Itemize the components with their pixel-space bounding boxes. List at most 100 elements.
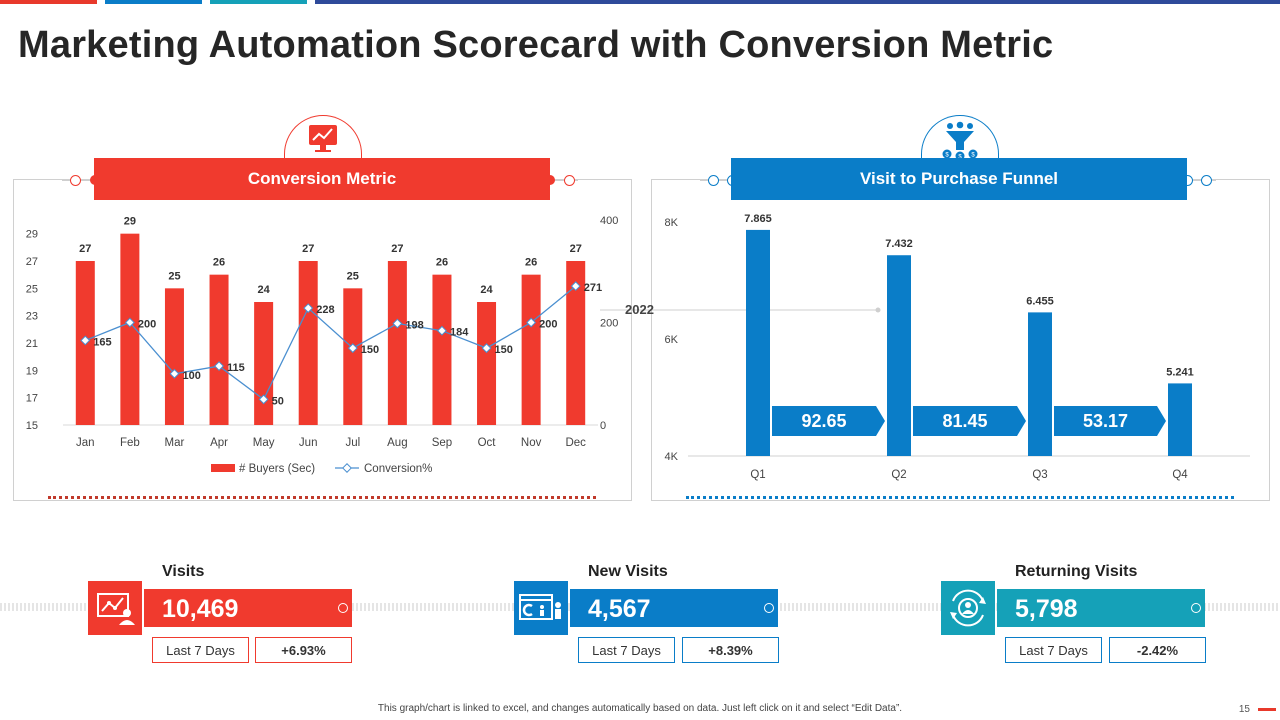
conversion-metric-header: Conversion Metric — [94, 158, 550, 200]
analytics-user-icon — [88, 581, 142, 635]
chart1-bar — [254, 302, 274, 425]
svg-text:$: $ — [945, 153, 949, 159]
chart1-line-point — [570, 281, 581, 292]
chart2-category-label: Q1 — [750, 469, 765, 481]
chart1-bar-label: 26 — [525, 257, 537, 269]
chart1-bar — [477, 302, 497, 425]
chart1-bar-label: 27 — [79, 243, 91, 255]
chart1-line-point — [124, 317, 135, 328]
chart1-line-label: 198 — [405, 320, 423, 332]
left-ring-dot-left — [70, 175, 81, 186]
chart1-bar-label: 26 — [436, 257, 448, 269]
chart1-line-point — [303, 303, 314, 314]
chart1-category-label: Sep — [432, 437, 452, 449]
chart1-left-tick: 17 — [26, 393, 38, 405]
right-ring-dot-left — [708, 175, 719, 186]
chart1-right-tick: 400 — [600, 215, 618, 227]
chart1-left-tick: 19 — [26, 365, 38, 377]
chart1-legend-line-label: Conversion% — [364, 463, 432, 475]
chart1-bar — [387, 261, 407, 425]
chart1-line-point — [526, 317, 537, 328]
right-panel-underline — [686, 496, 1234, 499]
chart1-legend-bar-label: # Buyers (Sec) — [239, 463, 315, 475]
chart1-left-tick: 29 — [26, 229, 38, 241]
chart1-line-point — [169, 368, 180, 379]
chart2-bar — [746, 229, 770, 456]
chart2-y-tick: 6K — [665, 334, 679, 346]
top-stripe-4 — [315, 0, 1280, 4]
kpi-returning-visits-value-text: 5,798 — [1015, 595, 1078, 623]
chart2-conversion-arrow — [1054, 406, 1166, 436]
chart1-category-label: May — [253, 437, 275, 449]
chart1-bar — [432, 274, 452, 425]
kpi-returning-visits-label: Returning Visits — [1015, 563, 1138, 580]
chart2-bar-label: 6.455 — [1026, 295, 1054, 307]
kpi-new-visits-period: Last 7 Days — [578, 637, 675, 663]
chart1-line-label: 200 — [539, 319, 557, 331]
chart1-bar-label: 27 — [391, 243, 403, 255]
chart1-line-label: 165 — [93, 336, 111, 348]
chart2-reference-label: 2022 — [625, 302, 654, 317]
chart1-bar — [164, 288, 184, 425]
left-ring-dot-right — [564, 175, 575, 186]
chart2-conversion-label: 53.17 — [1083, 411, 1128, 431]
kpi-visits-ring — [338, 603, 348, 613]
chart1-line-point — [437, 325, 447, 336]
chart2-y-tick: 8K — [665, 217, 679, 229]
chart1-line-point — [481, 343, 492, 354]
chart2-bar-label: 7.432 — [885, 238, 913, 250]
chart2-category-label: Q4 — [1172, 469, 1188, 481]
chart1-left-tick: 25 — [26, 283, 38, 295]
kpi-returning-visits-change: -2.42% — [1109, 637, 1206, 663]
chart1-line-label: 100 — [182, 370, 200, 382]
chart1-category-label: Jun — [299, 437, 318, 449]
chart1-bar — [343, 288, 363, 425]
chart2-reference-dot — [875, 307, 881, 313]
chart1-category-label: Jan — [76, 437, 95, 449]
purchase-funnel-header: Visit to Purchase Funnel — [731, 158, 1187, 200]
chart1-line-point — [347, 343, 358, 354]
chart1-line-label: 50 — [272, 395, 284, 407]
page-number-mark — [1258, 708, 1276, 711]
chart2-category-label: Q3 — [1032, 469, 1047, 481]
chart1-line-label: 271 — [584, 282, 602, 294]
chart1-category-label: Apr — [210, 437, 228, 449]
chart1-category-label: Aug — [387, 437, 407, 449]
monitor-chart-icon — [284, 115, 362, 164]
browser-users-icon — [514, 581, 568, 635]
top-stripe-2 — [105, 0, 202, 4]
right-ring-dot-right-2 — [1201, 175, 1212, 186]
chart1-conversion-line — [85, 285, 577, 401]
chart1-legend-bar-swatch — [211, 464, 235, 472]
chart1-bar — [120, 233, 140, 425]
chart2-bar — [1028, 312, 1052, 456]
returning-user-icon — [941, 581, 995, 635]
chart1-left-tick: 27 — [26, 256, 38, 268]
chart1-legend-line-marker — [342, 463, 352, 473]
chart2-conversion-label: 92.65 — [801, 411, 846, 431]
chart1-line-label: 150 — [361, 344, 379, 356]
chart1-bar-label: 24 — [480, 284, 493, 296]
chart1-right-tick: 200 — [600, 318, 618, 330]
page-title: Marketing Automation Scorecard with Conv… — [18, 24, 1054, 66]
page-number: 15 — [1238, 704, 1250, 715]
kpi-returning-visits-value: 5,798 — [997, 589, 1205, 627]
chart1-line-point — [258, 394, 269, 405]
chart1-category-label: Feb — [120, 437, 140, 449]
chart1-line-label: 184 — [450, 327, 469, 339]
chart2-conversion-arrow — [913, 406, 1026, 436]
kpi-new-visits-change: +8.39% — [682, 637, 779, 663]
kpi-visits-value-text: 10,469 — [162, 595, 239, 623]
svg-text:$: $ — [958, 155, 962, 161]
chart1-category-label: Jul — [345, 437, 360, 449]
chart1-left-tick: 23 — [26, 311, 38, 323]
left-panel-underline — [48, 496, 596, 499]
kpi-returning-visits-period: Last 7 Days — [1005, 637, 1102, 663]
footnote: This graph/chart is linked to excel, and… — [377, 703, 903, 714]
chart2-y-tick: 4K — [665, 451, 679, 463]
chart1-bar-label: 25 — [168, 270, 180, 282]
chart2-conversion-arrow — [772, 406, 885, 436]
conversion-metric-chart: 15 17 19 21 23 25 27 29 0 200 400 27 Jan 29 Feb 25 Mar 26… — [26, 215, 619, 475]
kpi-visits-period: Last 7 Days — [152, 637, 249, 663]
chart1-line-point — [392, 318, 403, 329]
